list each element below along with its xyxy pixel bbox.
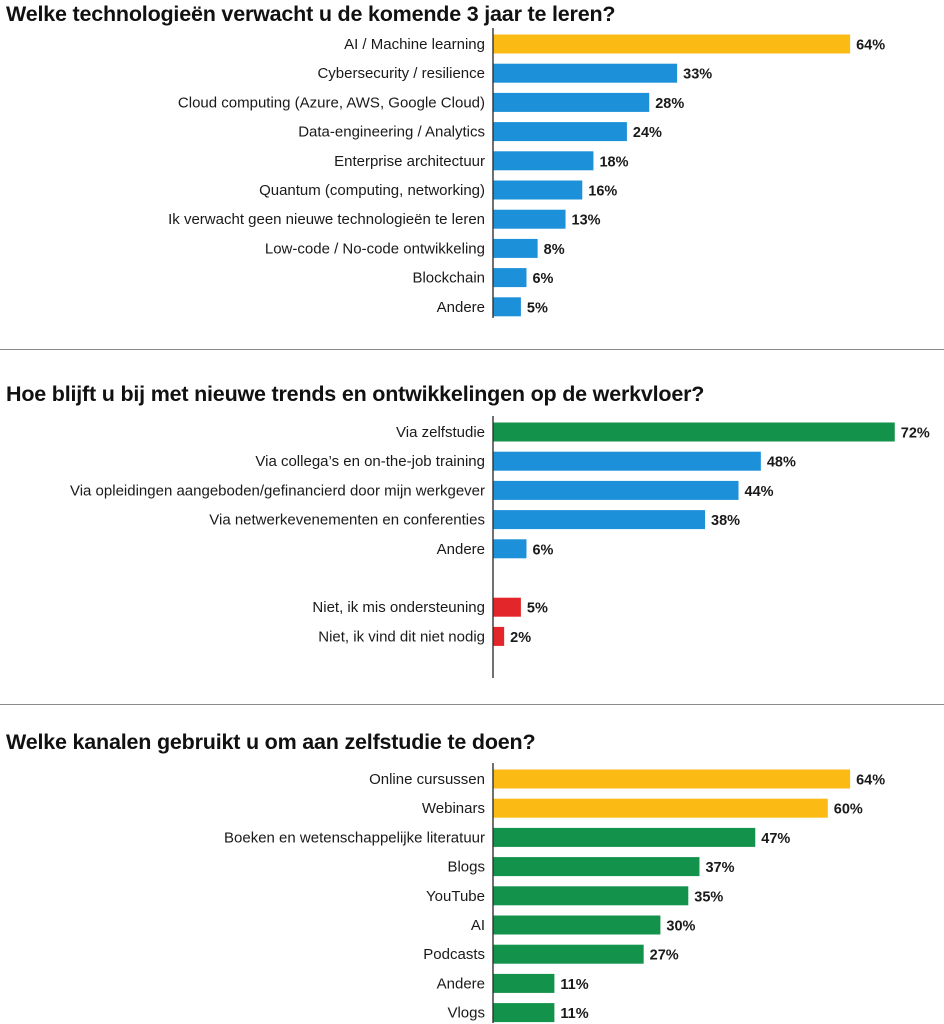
bar: [493, 209, 566, 229]
bar: [493, 626, 505, 646]
category-label: Data-engineering / Analytics: [298, 124, 485, 141]
category-label: Boeken en wetenschappelijke literatuur: [224, 829, 485, 846]
category-label: Webinars: [422, 800, 485, 817]
value-label: 28%: [655, 96, 684, 112]
category-label: AI: [471, 917, 485, 934]
bar: [493, 480, 739, 500]
value-label: 24%: [633, 125, 662, 141]
category-label: Via collega’s en on-the-job training: [255, 453, 485, 470]
category-label: Cybersecurity / resilience: [317, 65, 485, 82]
category-label: Andere: [437, 541, 485, 558]
chart-1-title: Welke technologieën verwacht u de komend…: [6, 2, 616, 26]
chart-3-channels: Online cursussen 64% Webinars 60% Boeken en …: [224, 763, 885, 1023]
value-label: 5%: [527, 601, 548, 617]
category-label: Ik verwacht geen nieuwe technologieën te…: [168, 211, 485, 228]
value-label: 33%: [683, 67, 712, 83]
category-label: Via opleidingen aangeboden/gefinancierd …: [70, 482, 485, 499]
value-label: 30%: [666, 919, 695, 935]
value-label: 5%: [527, 300, 548, 316]
value-label: 44%: [745, 484, 774, 500]
divider-2: [0, 704, 944, 705]
bar: [493, 769, 851, 789]
category-label: Niet, ik vind dit niet nodig: [318, 628, 485, 645]
value-label: 47%: [761, 831, 790, 847]
category-label: Blogs: [447, 859, 485, 876]
bar: [493, 973, 555, 993]
bar: [493, 1003, 555, 1023]
chart-1-technologies: AI / Machine learning 64% Cybersecurity / …: [168, 28, 885, 318]
bar: [493, 539, 527, 559]
value-label: 18%: [599, 154, 628, 170]
bar: [493, 597, 521, 617]
category-label: Enterprise architectuur: [334, 153, 485, 170]
value-label: 48%: [767, 455, 796, 471]
value-label: 64%: [856, 38, 885, 54]
bar: [493, 915, 661, 935]
value-label: 72%: [901, 426, 930, 442]
bar: [493, 34, 851, 54]
divider-1: [0, 349, 944, 350]
category-label: Cloud computing (Azure, AWS, Google Clou…: [178, 94, 485, 111]
bar: [493, 422, 895, 442]
category-label: Podcasts: [423, 946, 485, 963]
category-label: Vlogs: [447, 1005, 485, 1022]
value-label: 38%: [711, 513, 740, 529]
category-label: Andere: [437, 299, 485, 316]
bar: [493, 122, 627, 142]
bar: [493, 451, 761, 471]
bar: [493, 92, 650, 112]
category-label: Via zelfstudie: [396, 424, 485, 441]
category-label: Niet, ik mis ondersteuning: [312, 599, 485, 616]
category-label: Quantum (computing, networking): [259, 182, 485, 199]
value-label: 27%: [650, 948, 679, 964]
value-label: 35%: [694, 889, 723, 905]
value-label: 6%: [532, 542, 553, 558]
bar: [493, 886, 689, 906]
value-label: 37%: [705, 860, 734, 876]
value-label: 11%: [560, 1006, 588, 1022]
value-label: 8%: [544, 242, 565, 258]
value-label: 6%: [532, 271, 553, 287]
bar: [493, 944, 644, 964]
value-label: 2%: [510, 630, 531, 646]
value-label: 16%: [588, 184, 617, 200]
bar: [493, 827, 756, 847]
value-label: 60%: [834, 802, 863, 818]
bar: [493, 63, 678, 83]
value-label: 13%: [572, 213, 601, 229]
chart-2-trends: Via zelfstudie 72% Via collega’s en on-the…: [70, 416, 930, 678]
bar: [493, 180, 583, 200]
bar: [493, 238, 538, 258]
value-label: 11%: [560, 977, 588, 993]
category-label: Online cursussen: [369, 771, 485, 788]
bar: [493, 268, 527, 288]
value-label: 64%: [856, 773, 885, 789]
category-label: Low-code / No-code ontwikkeling: [265, 240, 485, 257]
category-label: Andere: [437, 975, 485, 992]
chart-3-title: Welke kanalen gebruikt u om aan zelfstud…: [6, 730, 536, 754]
category-label: Blockchain: [412, 270, 485, 287]
bar: [493, 798, 828, 818]
bar: [493, 297, 521, 317]
bar: [493, 857, 700, 877]
bar: [493, 510, 706, 530]
category-label: YouTube: [426, 888, 485, 905]
chart-2-title: Hoe blijft u bij met nieuwe trends en on…: [6, 382, 705, 406]
category-label: Via netwerkevenementen en conferenties: [209, 512, 485, 529]
category-label: AI / Machine learning: [344, 36, 485, 53]
bar: [493, 151, 594, 171]
